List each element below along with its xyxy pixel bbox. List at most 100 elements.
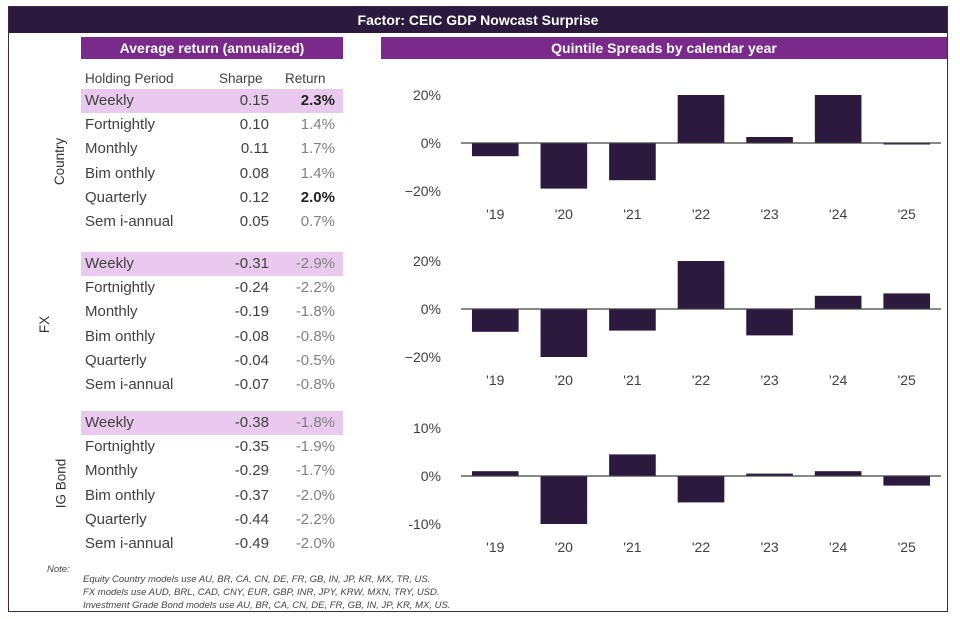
col-header-sharpe: Sharpe	[219, 71, 263, 86]
x-tick-label: '24	[829, 206, 847, 222]
fx-bar-chart: 20% 0% −20% '19 '20 '21 '22 '23 '24 '25	[405, 253, 941, 388]
bar	[746, 309, 793, 336]
table-row: Bim onthly 0.08 1.4%	[81, 162, 343, 186]
holding-period-cell: Fortnightly	[85, 279, 156, 297]
bar	[609, 309, 656, 331]
x-tick-label: '20	[555, 206, 573, 222]
return-cell: -1.9%	[295, 438, 335, 456]
col-header-return: Return	[285, 71, 326, 86]
table-row: Sem i-annual -0.07 -0.8%	[81, 373, 343, 397]
x-tick-label: '24	[829, 539, 847, 555]
group-label: Country	[51, 137, 67, 185]
table-row: Monthly 0.11 1.7%	[81, 137, 343, 161]
return-cell: -0.5%	[295, 351, 335, 369]
x-tick-label: '21	[623, 372, 641, 388]
return-cell: 1.4%	[300, 164, 335, 182]
figure-title: Factor: CEIC GDP Nowcast Surprise	[9, 7, 947, 33]
holding-period-cell: Bim onthly	[85, 327, 156, 345]
bar	[471, 309, 519, 332]
return-cell: -0.8%	[295, 327, 335, 345]
holding-period-cell: Weekly	[85, 92, 134, 109]
ig-bond-bar-chart: 10% 0% -10% '19 '20 '21 '22 '23 '24 '25	[408, 420, 941, 555]
right-panel-header: Quintile Spreads by calendar year	[381, 37, 947, 59]
sharpe-cell: -0.04	[234, 351, 269, 369]
holding-period-cell: Monthly	[85, 303, 138, 321]
holding-period-cell: Weekly	[85, 255, 134, 272]
x-tick-label: '24	[829, 372, 847, 388]
sharpe-cell: -0.44	[234, 510, 269, 528]
y-tick-label: −20%	[405, 349, 441, 365]
y-tick-label: -10%	[408, 516, 441, 532]
x-tick-label: '22	[692, 206, 710, 222]
return-cell: 2.0%	[300, 188, 335, 206]
table-row: Fortnightly -0.35 -1.9%	[81, 435, 343, 459]
table-row: Weekly -0.31 -2.9%	[81, 252, 343, 276]
left-panel-header: Average return (annualized)	[81, 37, 343, 59]
x-tick-label: '20	[555, 372, 573, 388]
x-tick-label: '25	[898, 206, 916, 222]
table-row: Quarterly 0.12 2.0%	[81, 186, 343, 210]
x-tick-label: '23	[760, 206, 778, 222]
sharpe-cell: 0.15	[239, 92, 269, 109]
bar	[883, 476, 931, 486]
holding-period-cell: Quarterly	[85, 188, 147, 206]
y-tick-label: 0%	[421, 135, 441, 151]
bar	[677, 261, 725, 309]
table-row: Quarterly -0.44 -2.2%	[81, 508, 343, 532]
y-tick-label: 20%	[413, 87, 441, 103]
y-tick-label: 0%	[421, 301, 441, 317]
country-bar-chart: 20% 0% −20% '19 '20 '21 '22 '23 '24 '25	[405, 87, 941, 222]
x-tick-label: '21	[623, 206, 641, 222]
bar	[746, 473, 793, 476]
holding-period-cell: Sem i-annual	[85, 535, 174, 552]
sharpe-cell: -0.49	[234, 535, 269, 552]
x-tick-label: '19	[486, 206, 504, 222]
return-cell: -2.2%	[295, 279, 335, 297]
table-row: Fortnightly -0.24 -2.2%	[81, 276, 343, 300]
holding-period-cell: Monthly	[85, 462, 138, 480]
group-label: FX	[36, 315, 52, 333]
holding-period-cell: Fortnightly	[85, 438, 156, 456]
sharpe-cell: -0.08	[234, 327, 269, 345]
sharpe-cell: 0.11	[240, 140, 269, 158]
bar	[814, 95, 862, 143]
group-label: IG Bond	[52, 458, 68, 508]
sharpe-cell: 0.12	[239, 188, 269, 206]
holding-period-cell: Weekly	[85, 414, 134, 431]
y-tick-label: 0%	[421, 468, 441, 484]
x-tick-label: '20	[555, 539, 573, 555]
x-tick-label: '19	[486, 539, 504, 555]
bar	[540, 309, 588, 357]
table-row: Monthly -0.19 -1.8%	[81, 300, 343, 324]
return-cell: -1.7%	[295, 462, 335, 480]
holding-period-cell: Quarterly	[85, 351, 147, 369]
holding-period-cell: Bim onthly	[85, 164, 156, 182]
return-cell: 2.3%	[300, 92, 335, 109]
return-cell: -2.2%	[295, 510, 335, 528]
bar	[609, 143, 656, 181]
bar	[540, 476, 588, 524]
sharpe-cell: -0.07	[234, 376, 269, 393]
bar	[746, 137, 793, 143]
table-row: Bim onthly -0.37 -2.0%	[81, 484, 343, 508]
note-line-1: Equity Country models use AU, BR, CA, CN…	[83, 574, 431, 585]
x-tick-label: '22	[692, 372, 710, 388]
return-cell: -0.8%	[295, 376, 335, 393]
return-cell: -2.0%	[295, 486, 335, 504]
x-tick-label: '22	[692, 539, 710, 555]
return-cell: -2.9%	[295, 255, 335, 272]
bar	[540, 143, 588, 189]
table-row: Weekly -0.38 -1.8%	[81, 411, 343, 435]
bar	[471, 143, 519, 157]
x-tick-label: '25	[898, 372, 916, 388]
bar	[814, 471, 862, 476]
x-tick-label: '25	[898, 539, 916, 555]
table-row: Monthly -0.29 -1.7%	[81, 459, 343, 483]
table-row: Weekly 0.15 2.3%	[81, 89, 343, 113]
x-tick-label: '23	[760, 372, 778, 388]
table-row: Sem i-annual 0.05 0.7%	[81, 210, 343, 234]
holding-period-cell: Sem i-annual	[85, 213, 174, 230]
sharpe-cell: 0.05	[239, 213, 269, 230]
figure-frame: Factor: CEIC GDP Nowcast Surprise Averag…	[8, 6, 948, 612]
holding-period-cell: Monthly	[85, 140, 138, 158]
